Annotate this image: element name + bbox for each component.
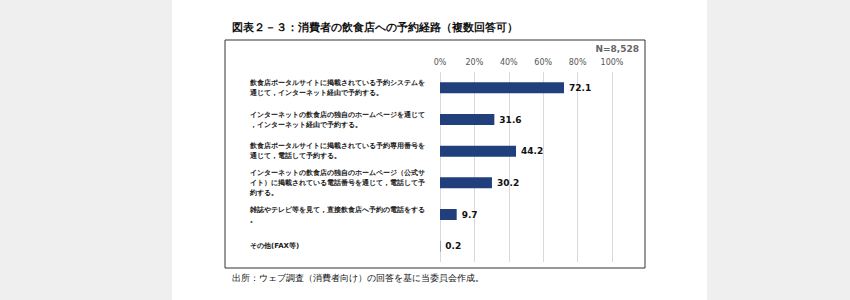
svg-text:9.7: 9.7	[462, 210, 478, 220]
svg-text:30.2: 30.2	[497, 178, 519, 188]
svg-text:インターネットの飲食店の独自のホームページ（公式サ: インターネットの飲食店の独自のホームページ（公式サ	[250, 168, 425, 177]
svg-text:100%: 100%	[601, 58, 624, 67]
svg-text:。: 。	[250, 216, 257, 224]
svg-text:インターネットの飲食店の独自のホームページを通じて: インターネットの飲食店の独自のホームページを通じて	[250, 110, 425, 119]
svg-text:44.2: 44.2	[521, 146, 543, 156]
svg-text:通じて，電話して予約する。: 通じて，電話して予約する。	[249, 151, 341, 160]
svg-text:出所：ウェブ調査（消費者向け）の回答を基に当委員会作成。: 出所：ウェブ調査（消費者向け）の回答を基に当委員会作成。	[232, 273, 484, 283]
svg-text:N=8,528: N=8,528	[595, 44, 639, 54]
svg-text:20%: 20%	[466, 58, 484, 67]
svg-text:通じて，インターネット経由で予約する。: 通じて，インターネット経由で予約する。	[249, 88, 383, 97]
svg-text:雑誌やテレビ等を見て，直接飲食店へ予約の電話をする: 雑誌やテレビ等を見て，直接飲食店へ予約の電話をする	[249, 205, 425, 214]
svg-text:その他(FAX等): その他(FAX等)	[250, 242, 299, 250]
svg-text:72.1: 72.1	[569, 83, 591, 93]
svg-text:約する。: 約する。	[249, 189, 278, 197]
svg-text:31.6: 31.6	[499, 115, 521, 125]
svg-text:40%: 40%	[500, 58, 518, 67]
svg-text:80%: 80%	[569, 58, 587, 67]
svg-text:飲食店ポータルサイトに掲載されている予約専用番号を: 飲食店ポータルサイトに掲載されている予約専用番号を	[249, 141, 425, 150]
svg-text:イト）に掲載されている電話番号を通じて，電話して予: イト）に掲載されている電話番号を通じて，電話して予	[250, 178, 425, 187]
svg-text:0.2: 0.2	[445, 241, 461, 251]
svg-text:飲食店ポータルサイトに掲載されている予約システムを: 飲食店ポータルサイトに掲載されている予約システムを	[249, 78, 425, 87]
svg-text:，インターネット経由で予約する。: ，インターネット経由で予約する。	[250, 121, 362, 129]
svg-text:図表２－３：消費者の飲食店への予約経路（複数回答可）: 図表２－３：消費者の飲食店への予約経路（複数回答可）	[232, 21, 518, 34]
svg-text:0%: 0%	[434, 58, 447, 67]
svg-text:60%: 60%	[534, 58, 552, 67]
